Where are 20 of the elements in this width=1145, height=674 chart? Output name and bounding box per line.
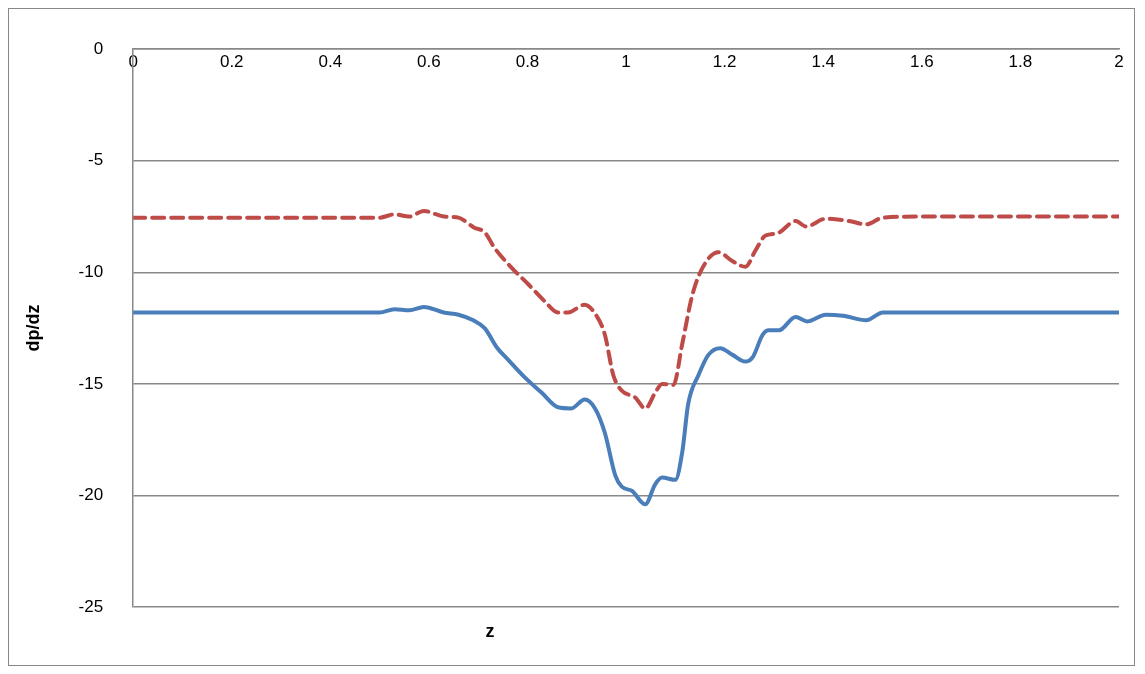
y-axis-title: dp/dz [22,304,43,352]
y-tick-label: -25 [78,596,104,616]
x-tick-label: 0.4 [318,52,343,72]
y-tick-label: -10 [78,262,104,282]
x-tick-label: 2 [1114,52,1124,72]
x-tick-label: 0.8 [515,52,540,72]
y-tick-label: -15 [78,373,104,393]
x-tick-label: 1.8 [1008,52,1033,72]
x-tick-label: 0.2 [219,52,244,72]
y-tick-label: -20 [78,485,104,505]
line-series [133,304,1119,507]
x-tick-label: 0.6 [417,52,441,72]
y-tick-label: -5 [88,150,104,170]
x-tick-label: 1.4 [811,52,836,72]
y-tick-label: 0 [93,38,104,58]
line-series [133,208,1119,411]
x-tick-label: 1.2 [712,52,737,72]
x-tick-label: 1.6 [910,52,934,72]
x-axis-title: z [485,620,495,641]
x-tick-label: 1 [621,52,631,72]
